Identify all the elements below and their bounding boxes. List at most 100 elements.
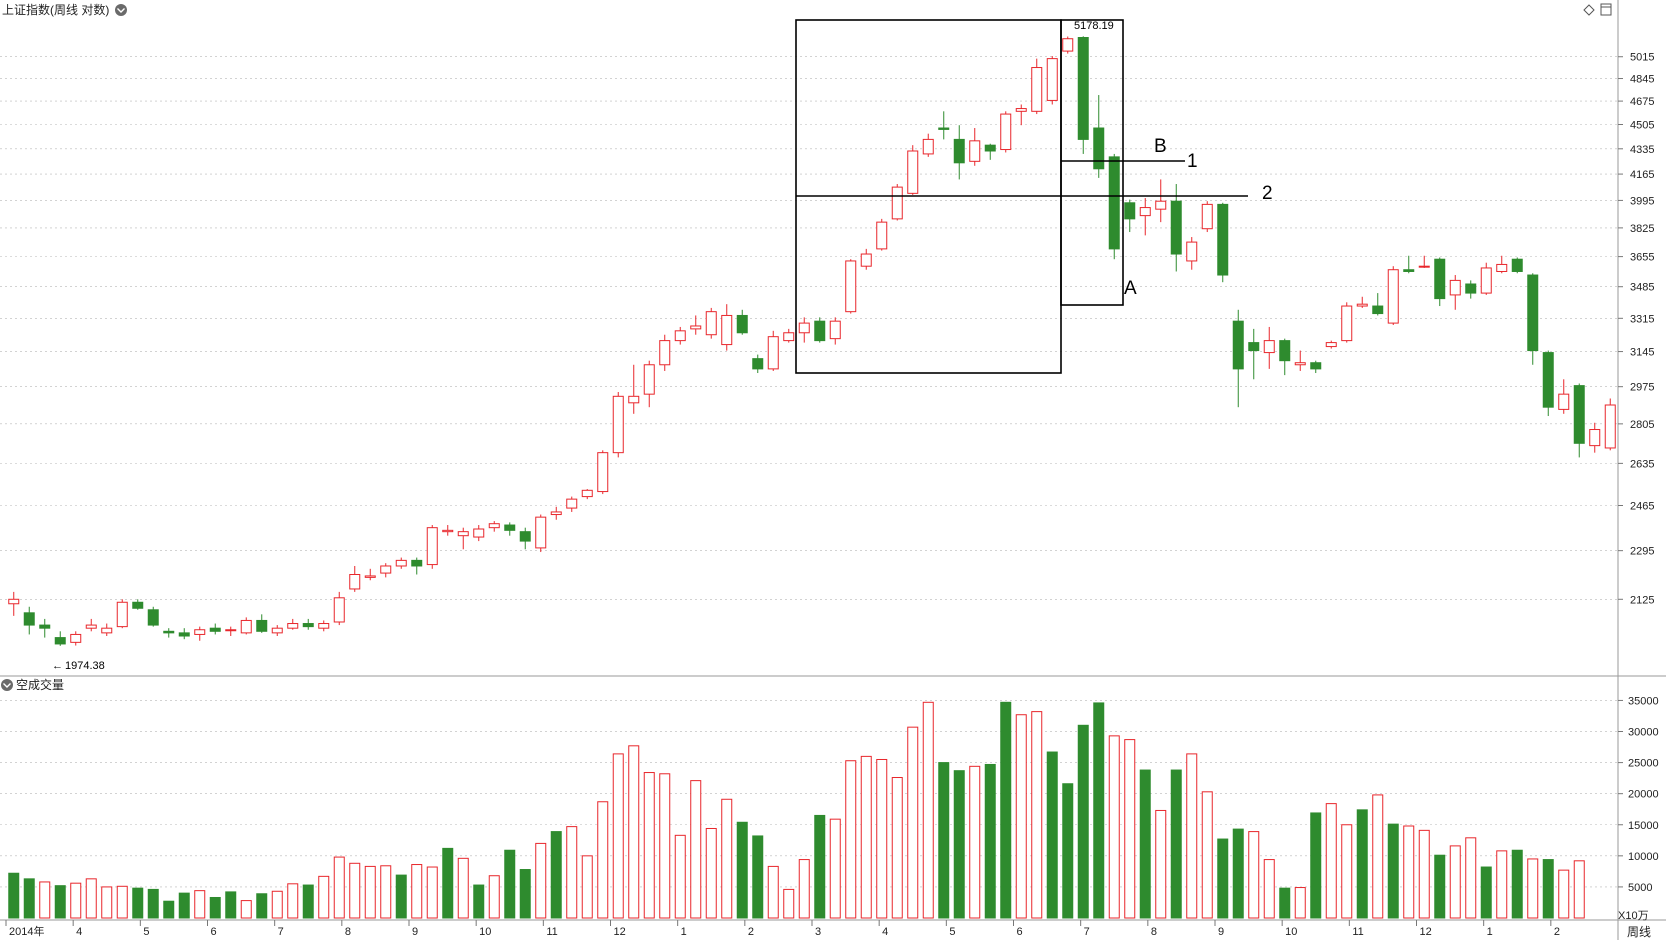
volume-bar xyxy=(116,885,128,919)
time-tick-label: 7 xyxy=(278,926,284,938)
time-tick-label: 9 xyxy=(412,926,418,938)
candle xyxy=(581,489,593,500)
candle xyxy=(101,623,113,637)
candle-body xyxy=(1217,203,1229,276)
candle xyxy=(1418,255,1430,268)
candle xyxy=(39,618,51,638)
candle xyxy=(364,568,376,581)
candle-body xyxy=(1170,200,1182,255)
candle xyxy=(395,557,407,569)
volume-bar xyxy=(380,865,392,919)
time-tick-label: 9 xyxy=(1218,926,1224,938)
volume-bar xyxy=(798,859,810,919)
volume-bar xyxy=(1000,701,1012,919)
candle xyxy=(643,360,655,408)
price-tick-label: 3655 xyxy=(1630,252,1654,264)
candle xyxy=(380,563,392,578)
low-value-label: 1974.38 xyxy=(65,660,105,672)
volume-bar xyxy=(550,831,562,919)
price-tick-label: 2975 xyxy=(1630,382,1654,394)
candle-body xyxy=(426,527,438,566)
volume-bar xyxy=(147,888,159,919)
volume-bar xyxy=(1232,828,1244,919)
candle xyxy=(1387,266,1399,326)
candle-body xyxy=(798,322,810,334)
candle-body xyxy=(54,637,66,645)
candle-body xyxy=(380,565,392,574)
volume-bar xyxy=(752,835,764,919)
candle-body xyxy=(1155,200,1167,210)
label-line-2: 2 xyxy=(1262,183,1273,204)
time-tick-label: 6 xyxy=(211,926,217,938)
candle xyxy=(411,557,423,575)
candle-body xyxy=(1573,385,1585,444)
candle-body xyxy=(240,619,252,634)
candle-body xyxy=(318,623,330,629)
candle-body xyxy=(690,325,702,330)
candle-body xyxy=(1046,58,1058,101)
volume-bar xyxy=(1325,803,1337,919)
candle-body xyxy=(783,332,795,342)
volume-bar xyxy=(659,773,671,919)
candle xyxy=(814,317,826,343)
volume-bar xyxy=(628,745,640,919)
candle-body xyxy=(1108,156,1120,250)
candle-body xyxy=(39,624,51,629)
candle xyxy=(1403,255,1415,274)
candle xyxy=(1449,275,1461,310)
volume-bar xyxy=(736,821,748,919)
candle xyxy=(829,317,841,345)
candle xyxy=(705,307,717,339)
volume-bar xyxy=(597,801,609,919)
candle-body xyxy=(1449,279,1461,296)
volume-bar xyxy=(1155,809,1167,919)
volume-bar xyxy=(194,890,206,919)
candle-body xyxy=(907,150,919,194)
candle xyxy=(1604,398,1616,451)
volume-bar xyxy=(922,701,934,919)
candle xyxy=(1093,95,1105,178)
volume-bar xyxy=(70,882,82,919)
candle xyxy=(442,525,454,536)
volume-bar xyxy=(1449,845,1461,919)
candle-body xyxy=(1527,274,1539,352)
candle xyxy=(287,618,299,630)
volume-bar xyxy=(860,755,872,919)
candle-body xyxy=(1232,320,1244,370)
candle-body xyxy=(1325,342,1337,348)
maximize-icon[interactable] xyxy=(1600,3,1612,16)
candle xyxy=(1108,153,1120,260)
title-dropdown-icon[interactable] xyxy=(115,4,127,16)
volume-bar xyxy=(1093,702,1105,919)
volume-bar xyxy=(969,765,981,919)
candle xyxy=(1046,56,1058,105)
candle-body xyxy=(1434,258,1446,300)
candle xyxy=(1480,262,1492,295)
candle-body xyxy=(829,320,841,340)
candle xyxy=(860,248,872,270)
time-tick-label: 5 xyxy=(143,926,149,938)
volume-bar xyxy=(1542,859,1554,919)
candle xyxy=(318,620,330,632)
candle xyxy=(1496,255,1508,274)
volume-bar xyxy=(1418,829,1430,919)
volume-bar xyxy=(1558,869,1570,919)
volume-collapse-icon[interactable] xyxy=(1,679,13,691)
settings-diamond-icon[interactable] xyxy=(1583,4,1595,16)
volume-bar xyxy=(132,887,144,919)
volume-bar xyxy=(1062,783,1074,919)
candle-body xyxy=(597,452,609,493)
volume-bar xyxy=(101,886,113,919)
volume-bar xyxy=(1310,812,1322,919)
candle xyxy=(457,527,469,550)
time-tick-label: 11 xyxy=(546,926,557,938)
candle-body xyxy=(225,629,237,632)
volume-bar xyxy=(302,884,314,919)
candle-body xyxy=(147,609,159,626)
candle xyxy=(736,309,748,335)
price-tick-label: 3995 xyxy=(1630,195,1654,207)
candle-body xyxy=(194,629,206,635)
volume-bar xyxy=(488,875,500,919)
